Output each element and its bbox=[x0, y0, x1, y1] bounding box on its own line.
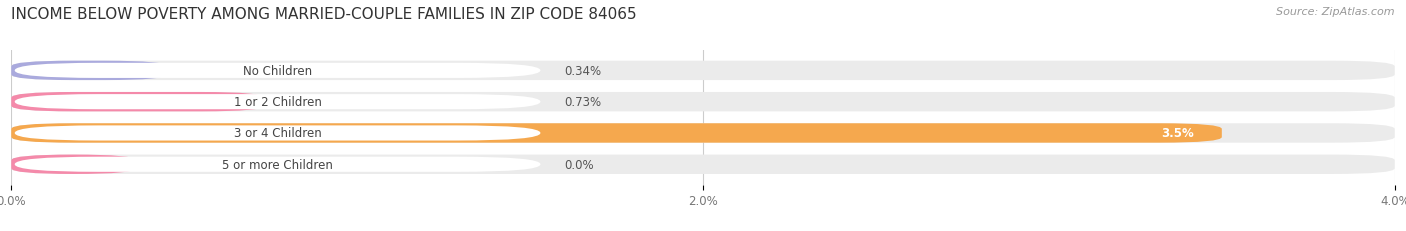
FancyBboxPatch shape bbox=[11, 61, 167, 81]
Text: 1 or 2 Children: 1 or 2 Children bbox=[233, 96, 322, 109]
FancyBboxPatch shape bbox=[11, 61, 1395, 81]
FancyBboxPatch shape bbox=[11, 124, 1222, 143]
FancyBboxPatch shape bbox=[14, 157, 540, 172]
Text: INCOME BELOW POVERTY AMONG MARRIED-COUPLE FAMILIES IN ZIP CODE 84065: INCOME BELOW POVERTY AMONG MARRIED-COUPL… bbox=[11, 7, 637, 22]
FancyBboxPatch shape bbox=[11, 124, 1395, 143]
Text: 0.34%: 0.34% bbox=[565, 65, 602, 78]
Text: No Children: No Children bbox=[243, 65, 312, 78]
Text: 5 or more Children: 5 or more Children bbox=[222, 158, 333, 171]
Text: 0.0%: 0.0% bbox=[565, 158, 595, 171]
Text: 3 or 4 Children: 3 or 4 Children bbox=[233, 127, 322, 140]
FancyBboxPatch shape bbox=[11, 155, 136, 174]
Text: Source: ZipAtlas.com: Source: ZipAtlas.com bbox=[1277, 7, 1395, 17]
FancyBboxPatch shape bbox=[11, 93, 1395, 112]
FancyBboxPatch shape bbox=[14, 95, 540, 110]
FancyBboxPatch shape bbox=[11, 93, 264, 112]
Text: 0.73%: 0.73% bbox=[565, 96, 602, 109]
FancyBboxPatch shape bbox=[14, 126, 540, 141]
FancyBboxPatch shape bbox=[11, 155, 1395, 174]
FancyBboxPatch shape bbox=[14, 64, 540, 79]
Text: 3.5%: 3.5% bbox=[1161, 127, 1194, 140]
